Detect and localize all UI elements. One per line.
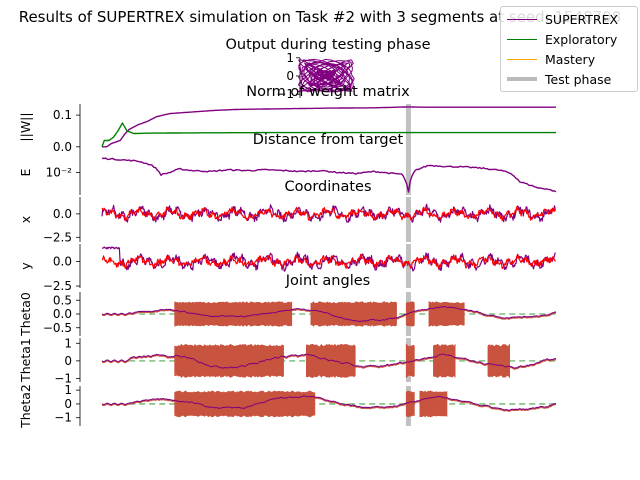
- y-axis-label: Theta2: [18, 384, 33, 429]
- joint-angle-burst: [433, 343, 456, 379]
- joint-angle-trajectory-target: [101, 307, 557, 324]
- y-axis-label: Theta1: [18, 338, 33, 383]
- y-tick-label: −0.5: [43, 321, 72, 335]
- joint-angle-burst: [419, 390, 448, 418]
- subplot-title: Coordinates: [284, 179, 371, 195]
- y-tick-label: −1: [54, 411, 72, 425]
- series-line-supertrex: [101, 203, 556, 223]
- joint-angle-burst: [174, 343, 284, 379]
- y-axis-label: y: [18, 262, 33, 270]
- series-line-supertrex: [101, 157, 557, 193]
- legend-label: Exploratory: [545, 31, 618, 47]
- y-axis-label: E: [18, 168, 33, 176]
- y-tick-label: 0: [64, 397, 72, 411]
- y-tick-label: 0.0: [53, 140, 72, 154]
- y-tick-label: 1: [64, 383, 72, 397]
- y-tick-label: 0.0: [53, 307, 72, 321]
- y-tick-label: 0.0: [53, 207, 72, 221]
- y-tick-label: 0.5: [53, 293, 72, 307]
- legend-item-supertrex: SUPERTREX: [507, 9, 618, 29]
- joint-angle-burst: [405, 343, 415, 379]
- legend: SUPERTREX Exploratory Mastery Test phase: [500, 6, 638, 92]
- series-line-supertrex: [102, 106, 556, 148]
- legend-item-exploratory: Exploratory: [507, 29, 617, 49]
- legend-label: Mastery: [545, 51, 596, 67]
- legend-swatch: [507, 58, 537, 60]
- y-tick-label: −2.5: [43, 230, 72, 244]
- y-axis-label: ||W||: [18, 112, 33, 141]
- joint-angle-trajectory: [101, 353, 557, 369]
- joint-angle-trajectory: [101, 395, 557, 412]
- subplot-title: Distance from target: [253, 132, 404, 148]
- legend-swatch: [507, 38, 537, 40]
- joint-angle-burst: [310, 301, 397, 327]
- y-axis-label: Theta0: [18, 292, 33, 337]
- y-tick-label: 1: [64, 336, 72, 350]
- joint-angle-trajectory-target: [101, 354, 557, 370]
- joint-angle-trajectory: [101, 306, 557, 323]
- y-tick-label: 10⁻²: [46, 165, 73, 179]
- series-line-target: [101, 206, 556, 222]
- series-line-supertrex: [102, 246, 556, 272]
- legend-item-test-phase: Test phase: [507, 69, 611, 89]
- y-tick-label: 0: [64, 354, 72, 368]
- subplot-title: Output during testing phase: [226, 37, 431, 53]
- joint-angle-burst: [487, 343, 511, 379]
- output-trajectory: [298, 58, 355, 93]
- joint-angle-burst: [174, 301, 293, 327]
- subplot-title: Joint angles: [285, 273, 370, 289]
- y-tick-label: −2.5: [43, 279, 72, 293]
- joint-angle-burst: [428, 301, 465, 327]
- series-line-exploratory: [101, 122, 556, 148]
- y-tick-label: 0.1: [53, 108, 72, 122]
- legend-label: Test phase: [545, 71, 612, 87]
- subplot-title: Norm of weight matrix: [246, 84, 410, 100]
- y-axis-label: x: [18, 216, 33, 223]
- legend-swatch: [507, 18, 537, 20]
- series-line-target: [101, 253, 556, 270]
- y-tick-label: −1: [276, 87, 294, 101]
- joint-angle-burst: [405, 390, 415, 418]
- legend-swatch: [507, 77, 537, 81]
- y-tick-label: 1: [286, 51, 294, 65]
- legend-item-mastery: Mastery: [507, 49, 595, 69]
- y-tick-label: 0.0: [53, 255, 72, 269]
- y-tick-label: 0: [286, 69, 294, 83]
- legend-label: SUPERTREX: [545, 11, 619, 27]
- joint-angle-trajectory-target: [101, 396, 557, 412]
- y-tick-label: −1: [54, 371, 72, 385]
- figure-title: Results of SUPERTREX simulation on Task …: [19, 8, 622, 26]
